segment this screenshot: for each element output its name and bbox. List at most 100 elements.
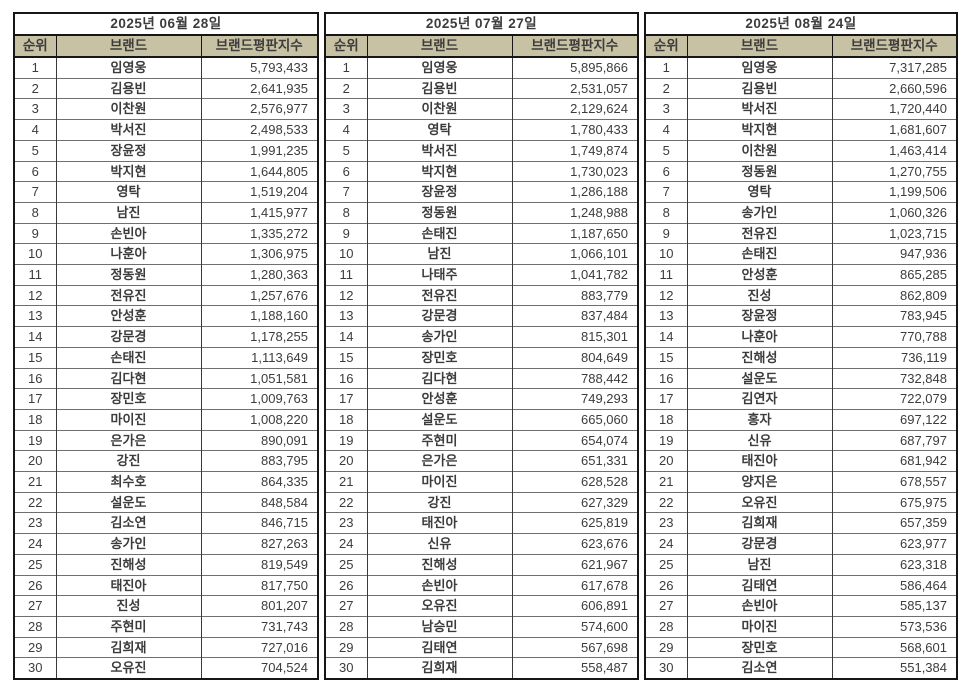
brand-cell: 마이진 [366,471,512,493]
col-header-brand: 브랜드 [686,34,832,58]
rank-cell: 7 [324,181,367,203]
brand-cell: 손빈아 [366,574,512,596]
table-row: 12 전유진 1,257,676 [13,284,318,306]
index-cell: 586,464 [831,574,957,596]
rank-cell: 9 [324,222,367,244]
index-cell: 665,060 [511,408,638,431]
index-cell: 2,576,977 [200,98,318,120]
date-header-row: 2025년 07월 27일 [324,12,638,36]
brand-cell: 박지현 [55,160,201,182]
rank-cell: 10 [13,243,56,265]
index-cell: 1,780,433 [511,119,638,141]
brand-cell: 은가은 [55,429,201,451]
brand-cell: 박서진 [686,98,832,120]
rank-cell: 14 [324,326,367,348]
table-row: 12 진성 862,809 [644,284,957,306]
index-cell: 558,487 [511,657,638,680]
brand-cell: 남진 [366,243,512,265]
brand-cell: 홍자 [686,408,832,431]
table-row: 5 이찬원 1,463,414 [644,139,957,162]
index-cell: 2,660,596 [831,77,957,99]
brand-cell: 전유진 [686,222,832,244]
rank-cell: 16 [644,367,687,389]
brand-cell: 주현미 [55,615,201,638]
rank-cell: 25 [644,553,687,576]
table-row: 24 신유 623,676 [324,533,638,555]
rank-cell: 23 [644,512,687,534]
table-row: 23 김소연 846,715 [13,512,318,534]
brand-cell: 장윤정 [55,139,201,162]
brand-cell: 강문경 [686,533,832,555]
table-row: 9 손빈아 1,335,272 [13,222,318,244]
table-date-header: 2025년 08월 24일 [644,12,957,36]
table-row: 19 주현미 654,074 [324,429,638,451]
rank-cell: 8 [13,201,56,224]
table-row: 29 장민호 568,601 [644,636,957,658]
brand-cell: 태진아 [55,574,201,596]
table-row: 11 안성훈 865,285 [644,264,957,286]
rank-cell: 5 [644,139,687,162]
brand-cell: 안성훈 [366,388,512,410]
rank-cell: 15 [644,346,687,369]
table-row: 26 손빈아 617,678 [324,574,638,596]
month-table-1: 2025년 06월 28일 순위 브랜드 브랜드평판지수 1 임영웅 5,793,433 2 김… [13,12,319,681]
table-row: 3 박서진 1,720,440 [644,98,957,120]
index-cell: 1,306,975 [200,243,318,265]
index-cell: 1,991,235 [200,139,318,162]
rank-cell: 1 [644,56,687,79]
index-cell: 801,207 [200,595,318,617]
index-cell: 1,188,160 [200,305,318,327]
brand-cell: 정동원 [366,201,512,224]
brand-cell: 설운도 [366,408,512,431]
index-cell: 628,528 [511,471,638,493]
rank-cell: 28 [324,615,367,638]
index-cell: 1,248,988 [511,201,638,224]
table-row: 7 영탁 1,199,506 [644,181,957,203]
table-row: 26 김태연 586,464 [644,574,957,596]
index-cell: 585,137 [831,595,957,617]
table-row: 30 김소연 551,384 [644,657,957,680]
table-row: 30 오유진 704,524 [13,657,318,680]
brand-cell: 박지현 [686,119,832,141]
table-row: 6 박지현 1,730,023 [324,160,638,182]
index-cell: 862,809 [831,284,957,306]
index-cell: 749,293 [511,388,638,410]
rank-cell: 16 [13,367,56,389]
rank-cell: 27 [13,595,56,617]
index-cell: 704,524 [200,657,318,680]
col-header-brand: 브랜드 [366,34,512,58]
rank-cell: 29 [324,636,367,658]
brand-cell: 전유진 [366,284,512,306]
rank-cell: 6 [13,160,56,182]
index-cell: 621,967 [511,553,638,576]
rank-cell: 25 [324,553,367,576]
rank-cell: 12 [644,284,687,306]
brand-cell: 김희재 [55,636,201,658]
table-row: 6 박지현 1,644,805 [13,160,318,182]
rank-cell: 17 [13,388,56,410]
table-row: 28 마이진 573,536 [644,615,957,638]
table-row: 9 손태진 1,187,650 [324,222,638,244]
rank-cell: 22 [13,491,56,513]
table-row: 28 주현미 731,743 [13,615,318,638]
rank-cell: 11 [644,264,687,286]
rank-cell: 19 [13,429,56,451]
table-row: 18 홍자 697,122 [644,408,957,431]
index-cell: 678,557 [831,471,957,493]
col-header-rank: 순위 [324,34,367,58]
table-row: 22 강진 627,329 [324,491,638,513]
index-cell: 727,016 [200,636,318,658]
rank-cell: 30 [644,657,687,680]
table-row: 24 강문경 623,977 [644,533,957,555]
brand-cell: 주현미 [366,429,512,451]
rank-cell: 20 [13,450,56,472]
rank-cell: 19 [324,429,367,451]
table-row: 24 송가인 827,263 [13,533,318,555]
index-cell: 1,415,977 [200,201,318,224]
brand-cell: 진성 [686,284,832,306]
brand-cell: 장윤정 [366,181,512,203]
index-cell: 568,601 [831,636,957,658]
index-cell: 804,649 [511,346,638,369]
rank-cell: 13 [13,305,56,327]
rank-cell: 5 [324,139,367,162]
